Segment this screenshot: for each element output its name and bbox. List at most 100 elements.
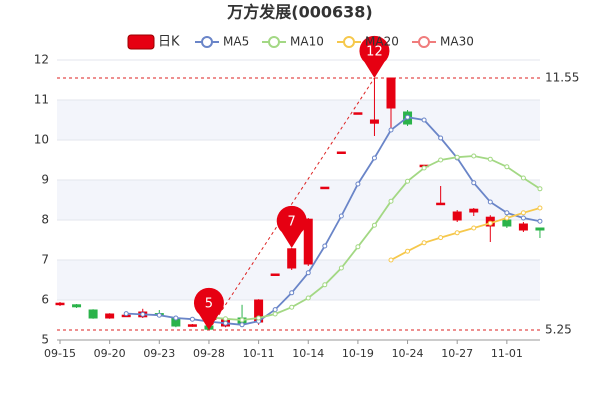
ma-point — [338, 213, 344, 219]
ma-point — [421, 240, 427, 246]
y-tick-label: 11 — [34, 93, 49, 107]
x-tick-label: 09-23 — [143, 347, 175, 360]
ma-point — [355, 181, 361, 187]
ma-point — [371, 222, 377, 228]
ma-point — [256, 315, 262, 321]
ma-point — [520, 215, 526, 221]
legend-marker — [418, 36, 430, 48]
ma-point — [504, 215, 510, 221]
ma-point — [537, 205, 543, 211]
ma-point — [355, 244, 361, 250]
chart-title: 万方发展(000638) — [226, 3, 372, 22]
y-tick-label: 10 — [34, 133, 49, 147]
candle-body — [55, 302, 65, 306]
ma-point — [454, 154, 460, 160]
candle-body — [88, 309, 98, 319]
ma-point — [305, 295, 311, 301]
ma-point — [438, 135, 444, 141]
legend-label: MA10 — [290, 35, 324, 49]
ma-point — [520, 210, 526, 216]
candle-body — [320, 186, 330, 190]
candle-body — [436, 202, 446, 206]
legend-label: 日K — [158, 35, 180, 50]
grid-band — [57, 100, 540, 140]
annotation-balloon — [359, 35, 390, 78]
ma-point — [289, 290, 295, 296]
grid-band — [57, 260, 540, 300]
x-tick-label: 10-27 — [441, 347, 473, 360]
y-tick-label: 12 — [34, 53, 49, 67]
y-tick-label: 7 — [41, 253, 49, 267]
candle-body — [287, 248, 297, 269]
ma-point — [156, 312, 162, 318]
ma-point — [487, 199, 493, 205]
ma-point — [504, 164, 510, 170]
legend-label: MA30 — [440, 35, 474, 49]
ma-point — [405, 114, 411, 120]
candle-body — [386, 77, 396, 109]
legend-marker — [343, 36, 355, 48]
y-tick-label: 9 — [41, 173, 49, 187]
ma-point — [454, 230, 460, 236]
candle-body — [369, 119, 379, 124]
ma-point — [537, 218, 543, 224]
ma-point — [338, 265, 344, 271]
x-tick-label: 10-24 — [392, 347, 424, 360]
x-tick-label: 09-20 — [94, 347, 126, 360]
ma-point — [504, 210, 510, 216]
ma-point — [471, 225, 477, 231]
ma-point — [223, 316, 228, 322]
y-tick-label: 5 — [41, 333, 49, 347]
ma-point — [140, 311, 146, 317]
candle-body — [336, 151, 346, 154]
ma-point — [305, 270, 311, 276]
x-tick-label: 10-19 — [342, 347, 374, 360]
candle-body — [502, 219, 512, 227]
ma-point — [438, 235, 444, 241]
candle-body — [535, 227, 545, 231]
reference-label: 11.55 — [545, 71, 579, 85]
y-tick-label: 6 — [41, 293, 49, 307]
candle-body — [270, 273, 280, 276]
ma-point — [371, 155, 377, 161]
ma-point — [239, 317, 245, 323]
ma-point — [405, 248, 411, 254]
ma-point — [421, 117, 427, 123]
legend-marker — [201, 36, 213, 48]
x-tick-label: 10-14 — [292, 347, 324, 360]
ma-point — [537, 186, 543, 192]
candle-body — [518, 223, 528, 231]
ma-line — [126, 116, 541, 326]
candle-body — [452, 211, 462, 221]
candle-body — [187, 324, 197, 327]
ma-point — [223, 320, 228, 326]
ma-point — [388, 127, 394, 133]
ma-point — [487, 220, 493, 226]
candle-body — [469, 208, 479, 213]
ma-point — [189, 316, 195, 322]
annotation-balloon — [276, 205, 307, 248]
grid-band — [57, 60, 540, 100]
y-tick-label: 8 — [41, 213, 49, 227]
ma-point — [239, 322, 245, 328]
grid-band — [57, 300, 540, 340]
reference-label: 5.25 — [545, 323, 572, 337]
ma-point — [388, 198, 394, 204]
candle-body — [72, 304, 82, 308]
ma-point — [322, 282, 328, 288]
ma-point — [421, 165, 427, 171]
legend-swatch — [127, 34, 155, 50]
ma-point — [487, 156, 493, 162]
annotation-text: 5 — [205, 297, 213, 312]
ma-point — [322, 243, 328, 249]
x-tick-label: 09-28 — [193, 347, 225, 360]
ma-point — [471, 153, 477, 159]
x-tick-label: 11-01 — [491, 347, 523, 360]
legend-label: MA5 — [223, 35, 249, 49]
ma-point — [520, 175, 526, 181]
x-tick-label: 10-11 — [243, 347, 275, 360]
ma-point — [388, 257, 394, 263]
legend-label: MA20 — [365, 35, 399, 49]
ma-point — [272, 311, 278, 317]
